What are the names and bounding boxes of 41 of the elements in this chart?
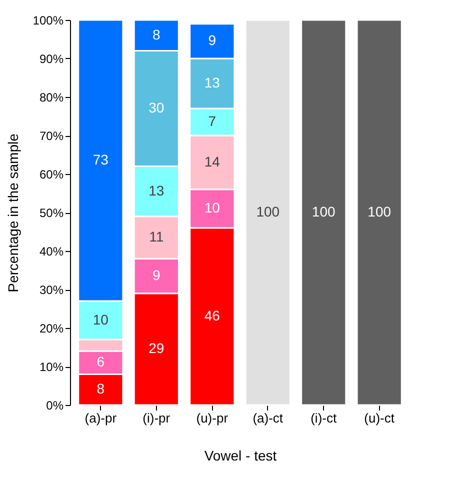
y-tick-label: 90% [39,52,64,66]
y-tick-label: 40% [39,244,64,258]
y-tick-label: 10% [39,360,64,374]
data-label: 9 [152,267,160,284]
data-label: 8 [152,26,160,42]
data-label: 10 [92,311,109,328]
data-label: 14 [204,153,220,170]
y-tick-label: 60% [39,168,64,182]
bar [300,19,347,406]
y-tick-label: 80% [39,90,64,104]
y-tick-label: 20% [39,322,64,336]
y-tick-label: 50% [39,206,64,220]
data-label: 46 [204,307,220,324]
x-tick-label: (i)-ct [310,410,337,426]
data-label: 7 [208,113,216,130]
y-tick-label: 0% [46,398,64,412]
x-tick-label: (u)-pr [196,410,229,426]
y-axis-title: Percentage in the sample [4,133,21,292]
data-label: 100 [312,204,336,220]
x-axis-title: Vowel - test [204,448,277,464]
data-label: 30 [148,100,164,116]
data-label: 8 [96,380,105,397]
data-label: 13 [148,182,164,198]
data-label: 100 [368,204,392,220]
data-label: 73 [92,152,109,168]
data-label: 13 [204,74,220,91]
data-label: 11 [149,228,164,245]
x-tick-label: (a)-pr [84,410,118,426]
x-tick-label: (u)-ct [364,410,395,426]
y-tick-label: 100% [32,14,64,28]
data-label: 29 [148,340,164,356]
data-label: 6 [96,354,105,370]
x-tick-label: (i)-pr [142,410,171,426]
y-tick-label: 70% [39,129,64,143]
data-label: 10 [204,200,220,216]
bar [356,19,402,406]
x-tick-label: (a)-ct [252,410,284,426]
data-label: 9 [208,32,216,48]
y-tick-label: 30% [39,283,64,297]
bar [244,19,291,406]
data-label: 100 [256,204,280,220]
